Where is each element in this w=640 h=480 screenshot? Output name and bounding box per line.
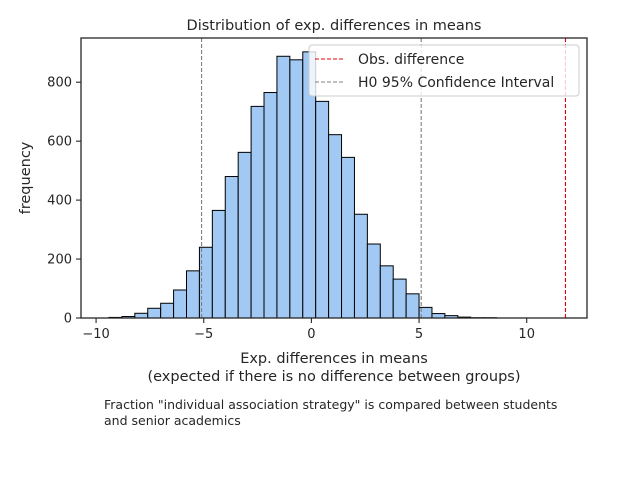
x-tick-label: −10	[82, 327, 109, 342]
histogram-bar	[224, 176, 239, 319]
histogram-bar	[431, 313, 446, 319]
caption-line-1: Fraction "individual association strateg…	[104, 397, 557, 412]
reference-lines	[201, 38, 567, 318]
legend: Obs. difference H0 95% Confidence Interv…	[308, 44, 580, 97]
x-tick-label: 10	[518, 327, 535, 342]
x-axis-label-line2: (expected if there is no difference betw…	[147, 369, 520, 385]
histogram-bar	[237, 151, 252, 319]
histogram-bar	[276, 55, 291, 319]
y-tick-label: 0	[64, 312, 72, 327]
x-tick-label: 0	[307, 327, 315, 342]
x-tick-label: 5	[415, 327, 423, 342]
y-tick-label: 200	[47, 253, 72, 268]
histogram-bar	[134, 312, 149, 319]
y-axis-ticks: 0 200 400 600 800	[47, 76, 81, 327]
histogram-bar	[173, 289, 188, 319]
histogram-bar	[328, 134, 343, 319]
plot-frame	[80, 37, 588, 319]
y-tick-label: 400	[47, 194, 72, 209]
histogram-bar	[353, 213, 368, 319]
histogram-bar	[341, 156, 355, 319]
histogram-bars	[108, 51, 498, 319]
histogram-bar	[250, 105, 265, 319]
histogram-bar	[405, 293, 420, 319]
y-tick-label: 800	[47, 76, 72, 91]
x-tick-label: −5	[194, 327, 213, 342]
legend-ci-label: H0 95% Confidence Interval	[358, 75, 554, 91]
chart-title: Distribution of exp. differences in mean…	[187, 18, 482, 34]
legend-box	[308, 44, 580, 97]
histogram-bar	[160, 302, 175, 319]
y-tick-label: 600	[47, 135, 72, 150]
histogram-bar	[211, 209, 226, 319]
x-axis-ticks: −10 −5 0 5 10	[82, 318, 535, 342]
histogram-bar	[379, 265, 394, 319]
histogram-bar	[186, 270, 200, 319]
x-axis-label: Exp. differences in means	[240, 351, 428, 367]
legend-observed-label: Obs. difference	[358, 52, 464, 68]
histogram-bar	[147, 307, 162, 319]
histogram-bar	[315, 100, 330, 319]
histogram-bar	[392, 278, 407, 319]
histogram-bar	[289, 59, 304, 319]
caption-line-2: and senior academics	[104, 413, 241, 428]
y-axis-label: frequency	[18, 141, 34, 214]
histogram-bar	[263, 92, 278, 319]
histogram-bar	[366, 243, 381, 319]
